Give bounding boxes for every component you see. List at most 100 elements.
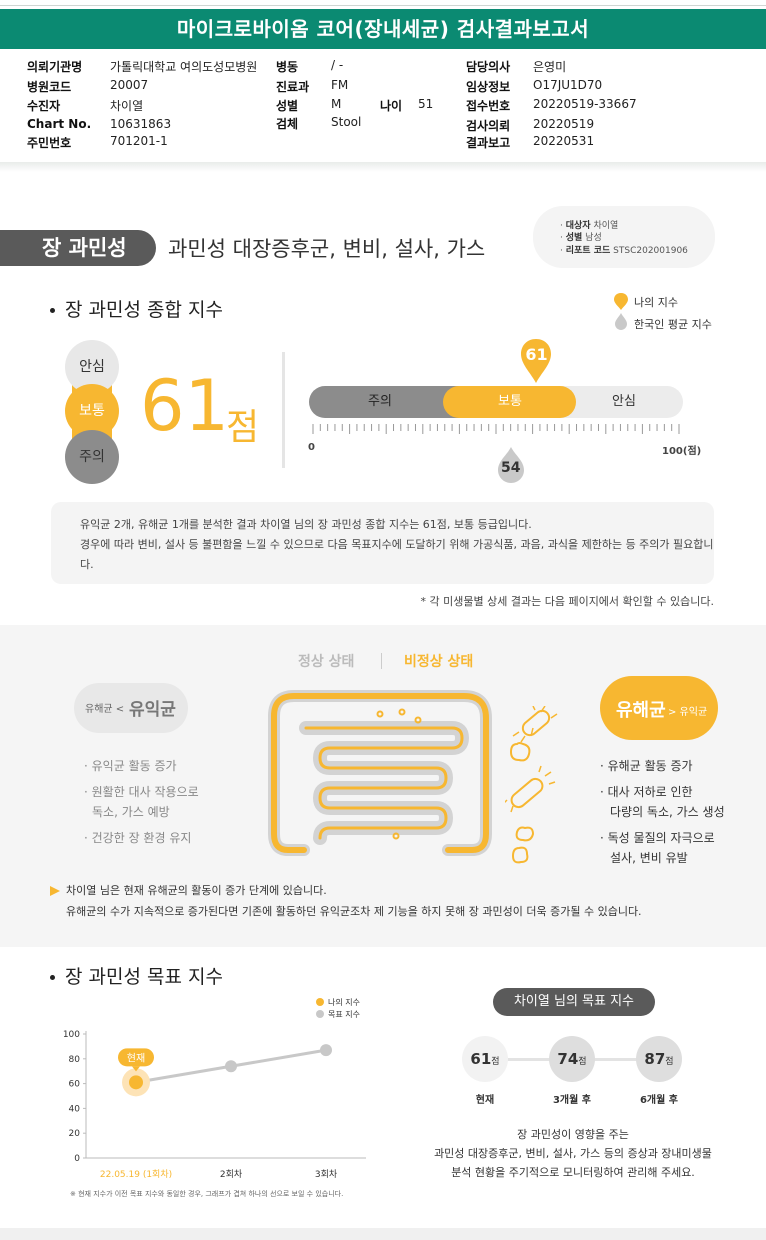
meta-key: 진료과: [276, 80, 310, 94]
goal-current: 61점: [462, 1036, 508, 1082]
grade-caution: 주의: [65, 430, 119, 484]
target-point: [320, 1044, 332, 1057]
good-item: · 원활한 대사 작용으로: [84, 785, 199, 799]
goal-text-line: 과민성 대장증후군, 변비, 설사, 가스 등의 증상과 장내미생물: [434, 1147, 712, 1160]
gauge-min-label: 0: [308, 442, 315, 453]
legend-my-score: 나의 지수: [634, 296, 678, 309]
meta-value: 은영미: [533, 60, 567, 74]
my-score-pin-icon: [521, 339, 552, 383]
average-pin-icon: [497, 447, 524, 483]
gauge-segment-normal: [443, 386, 576, 418]
detail-note: * 각 미생물별 상세 결과는 다음 페이지에서 확인할 수 있습니다.: [420, 595, 714, 608]
gauge-label-caution: 주의: [368, 394, 392, 409]
patient-info-row: · 리포트 코드 STSC202001906: [560, 246, 688, 256]
arrow-marker-icon: [50, 886, 60, 896]
meta-key: 검체: [276, 117, 299, 131]
total-score: 61: [140, 365, 230, 447]
good-badge-big: 유익균: [129, 700, 176, 720]
legend-label: 목표 지수: [328, 1010, 360, 1019]
meta-value: 701201-1: [110, 134, 168, 148]
meta-key: 결과보고: [466, 136, 511, 150]
current-tag: [118, 1048, 154, 1067]
summary-line: 유익균 2개, 유해균 1개를 분석한 결과 차이열 님의 장 과민성 종합 지…: [80, 518, 532, 531]
x-tick-label: 3회차: [315, 1168, 338, 1180]
good-item: · 건강한 장 환경 유지: [84, 831, 192, 845]
status-line: 유해균의 수가 지속적으로 증가된다면 기존에 활동하던 유익균조차 제 기능을…: [66, 905, 642, 918]
chart-footnote: ※ 현재 지수가 이전 목표 지수와 동일한 경우, 그래프가 겹쳐 하나의 선…: [70, 1190, 344, 1198]
tab-abnormal-state: 비정상 상태: [404, 654, 474, 670]
goal-unit: 점: [665, 1057, 674, 1067]
meta-value: / -: [331, 58, 344, 72]
meta-value: 차이열: [110, 99, 144, 113]
goal-title: 차이열 님의 목표 지수: [493, 988, 655, 1016]
goal-text-line: 분석 현황을 주기적으로 모니터링하여 관리해 주세요.: [451, 1166, 695, 1179]
average-score-marker-label: 54: [500, 460, 521, 476]
my-point: [129, 1075, 143, 1090]
meta-value: O17JU1D70: [533, 78, 603, 92]
goal-value: 87: [644, 1050, 666, 1068]
goal-unit: 점: [578, 1057, 587, 1067]
bullet-dot: [50, 308, 55, 313]
tab-normal-state: 정상 상태: [298, 654, 355, 670]
goal-unit: 점: [491, 1057, 500, 1067]
legend-swatch: [316, 998, 324, 1006]
my-score-marker: 61: [520, 338, 552, 384]
page-bottom-band: [0, 1228, 766, 1240]
average-score-marker: 54: [496, 446, 526, 484]
meta-key: 수진자: [27, 99, 61, 113]
meta-key: Chart No.: [27, 117, 92, 131]
meta-key: 접수번호: [466, 99, 511, 113]
tab-separator: [381, 653, 382, 669]
current-tag-pointer: [132, 1066, 140, 1072]
legend-label: 나의 지수: [328, 997, 360, 1007]
section-heading-text: 장 과민성 목표 지수: [65, 966, 223, 988]
meta-key: 나이: [380, 99, 403, 113]
goal-label: 현재: [475, 1095, 495, 1106]
summary-line: 경우에 따라 변비, 설사 등 불편함을 느낄 수 있으므로 다음 목표지수에 …: [80, 538, 714, 551]
goal-3-months: 74점: [549, 1036, 595, 1082]
meta-key: 검사의뢰: [466, 119, 511, 133]
meta-key: 담당의사: [466, 60, 511, 74]
patient-info-box: · 대상자 차이열 · 성별 남성 · 리포트 코드 STSC202001906: [533, 206, 715, 268]
y-tick-label: 0: [74, 1154, 80, 1164]
average-pin-icon: [615, 313, 627, 330]
goal-text-line: 장 과민성이 영향을 주는: [517, 1128, 629, 1141]
goal-label: 6개월 후: [639, 1095, 679, 1106]
goal-value: 74: [557, 1050, 579, 1068]
meta-value: 20220519-33667: [533, 97, 637, 111]
gauge-ticks: [312, 424, 680, 434]
target-index-chart: 0 20 40 60 80 100 22.05.19 (1회차) 2회차 3회차 현재 나의 지수목…: [63, 997, 366, 1180]
score-unit: 점: [226, 407, 260, 448]
meta-key: 병동: [276, 60, 299, 74]
bad-badge-big: 유해균: [616, 700, 666, 721]
category-pill: 장 과민성: [0, 230, 156, 266]
summary-line: 다.: [80, 558, 94, 571]
bad-item: 설사, 변비 유발: [610, 851, 688, 865]
intestine-icon: [268, 690, 492, 856]
divider: [282, 352, 285, 468]
legend-average: 한국인 평균 지수: [634, 318, 712, 331]
patient-info-row: · 성별 남성: [560, 233, 602, 243]
meta-value: 51: [418, 97, 434, 111]
header-shadow: [0, 162, 766, 172]
current-tag-label: 현재: [127, 1052, 145, 1064]
meta-key: 성별: [276, 99, 299, 113]
legend-markers: [614, 293, 628, 330]
meta-key: 임상정보: [466, 80, 511, 94]
y-tick-label: 60: [69, 1080, 81, 1090]
patient-info-key: 리포트 코드: [565, 246, 611, 256]
patient-info-key: 성별: [565, 233, 583, 243]
summary-box: [51, 502, 714, 584]
section-heading-text: 장 과민성 종합 지수: [65, 299, 223, 321]
x-tick-label: 22.05.19 (1회차): [100, 1168, 172, 1180]
meta-key: 주민번호: [27, 136, 72, 150]
report-title: 마이크로바이옴 코어(장내세균) 검사결과보고서: [0, 9, 766, 49]
legend-swatch: [316, 1010, 324, 1018]
grade-normal-active: 보통: [65, 384, 119, 438]
x-tick-label: 2회차: [220, 1168, 243, 1180]
good-item: · 유익균 활동 증가: [84, 759, 177, 773]
target-point: [225, 1060, 237, 1073]
bad-item: 다량의 독소, 가스 생성: [610, 805, 725, 819]
patient-info-value: 남성: [585, 233, 602, 243]
meta-value: Stool: [331, 115, 362, 129]
